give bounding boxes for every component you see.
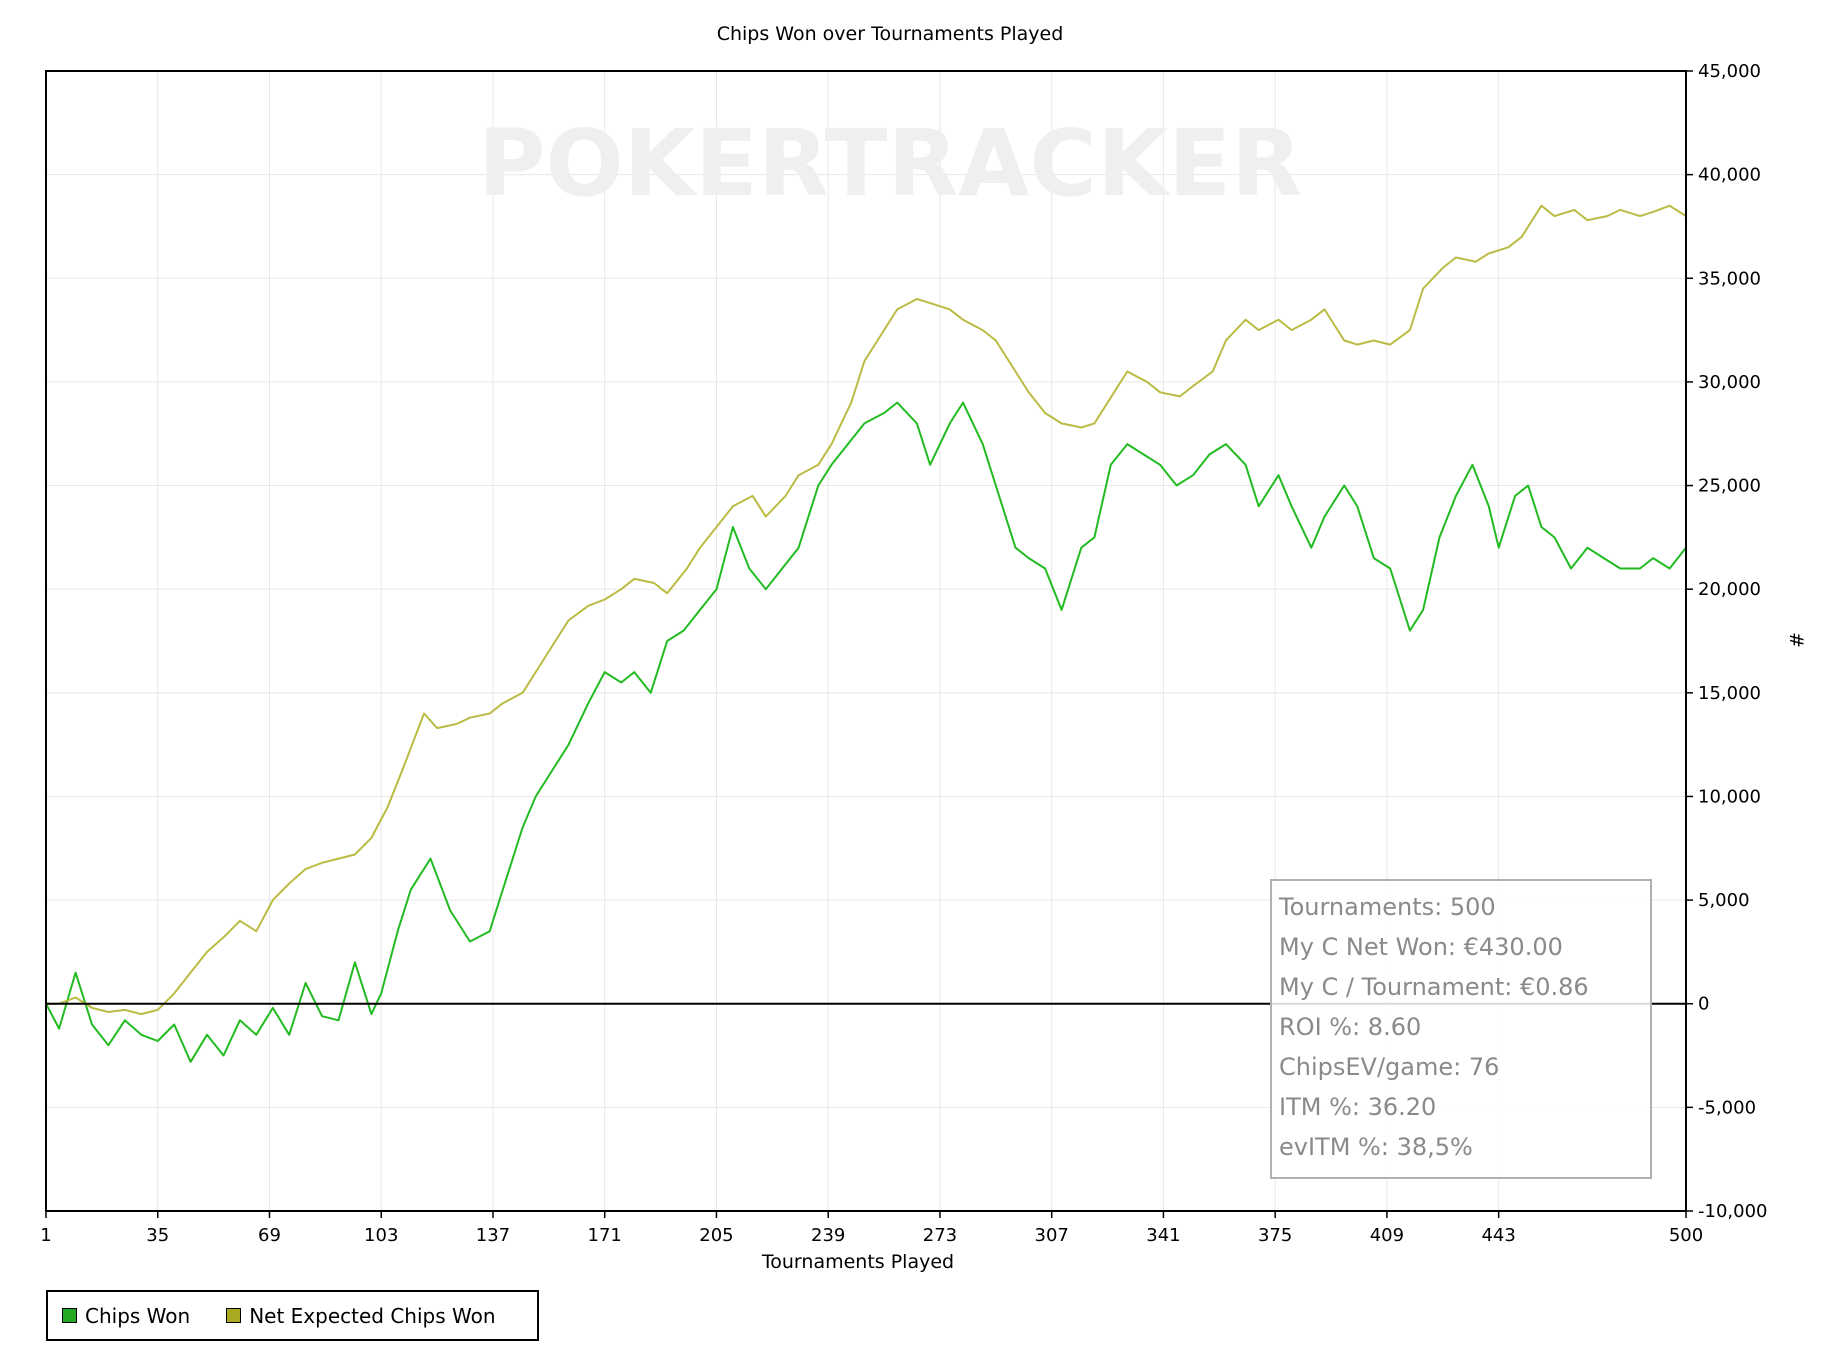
x-tick-label: 375 [1258,1225,1292,1246]
legend-item-net-expected-chips-won[interactable]: Net Expected Chips Won [226,1303,496,1328]
y-tick-label: 15,000 [1698,683,1761,704]
x-tick-label: 35 [146,1225,169,1246]
series-layer [45,204,1687,1063]
legend-swatch-chips-won [62,1308,77,1323]
y-tick-label: 35,000 [1698,268,1761,289]
x-tick-label: 409 [1370,1225,1404,1246]
y-axis-label: # [1785,632,1807,648]
stats-line: My C Net Won: €430.00 [1279,933,1563,961]
legend-label: Chips Won [85,1303,191,1328]
x-tick-label: 341 [1146,1225,1180,1246]
stats-box: Tournaments: 500 My C Net Won: €430.00 M… [1270,879,1652,1179]
watermark-logo: POKERTRACKER [478,110,1302,217]
y-tick-label: 30,000 [1698,372,1761,393]
series-line-chips-won [45,401,1687,1063]
x-tick-label: 273 [923,1225,957,1246]
y-tick-label: 40,000 [1698,165,1761,186]
stats-line: My C / Tournament: €0.86 [1279,973,1589,1001]
y-axis: 45,000 40,000 35,000 30,000 25,000 20,000 15,0… [1686,61,1767,1222]
x-tick-label: 103 [364,1225,398,1246]
x-tick-label: 171 [588,1225,622,1246]
x-tick-label: 69 [258,1225,281,1246]
stats-line: ChipsEV/game: 76 [1279,1053,1499,1081]
x-axis-label: Tournaments Played [761,1251,954,1273]
y-tick-label: 0 [1698,994,1709,1015]
series-line-net-expected-chips-won [46,204,1687,1016]
legend-item-chips-won[interactable]: Chips Won [62,1304,190,1328]
stats-line: ROI %: 8.60 [1279,1013,1421,1041]
stats-line: evITM %: 38,5% [1279,1133,1473,1161]
stats-line: Tournaments: 500 [1278,893,1496,921]
legend-swatch-net-expected [226,1308,242,1323]
x-tick-label: 205 [699,1225,733,1246]
x-tick-label: 443 [1481,1225,1515,1246]
x-tick-label: 137 [476,1225,510,1246]
y-tick-label: 5,000 [1698,890,1750,911]
stats-line: ITM %: 36.20 [1279,1093,1436,1121]
x-tick-label: 307 [1035,1225,1069,1246]
y-tick-label: -5,000 [1698,1097,1756,1118]
x-axis: 1 35 69 103 137 171 205 239 273 307 341 375 409 443 50… [40,1211,1703,1246]
legend-label: Net Expected Chips Won [249,1303,496,1328]
plot-frame [45,70,1687,1212]
x-tick-label: 1 [40,1225,51,1246]
chart-title: Chips Won over Tournaments Played [717,23,1064,45]
y-tick-label: -10,000 [1698,1201,1767,1222]
y-tick-label: 20,000 [1698,579,1761,600]
x-tick-label: 500 [1669,1225,1703,1246]
y-tick-label: 25,000 [1698,476,1761,497]
legend: Chips Won Net Expected Chips Won [46,1290,539,1341]
x-tick-label: 239 [811,1225,845,1246]
y-tick-label: 45,000 [1698,61,1761,82]
y-tick-label: 10,000 [1698,786,1761,807]
